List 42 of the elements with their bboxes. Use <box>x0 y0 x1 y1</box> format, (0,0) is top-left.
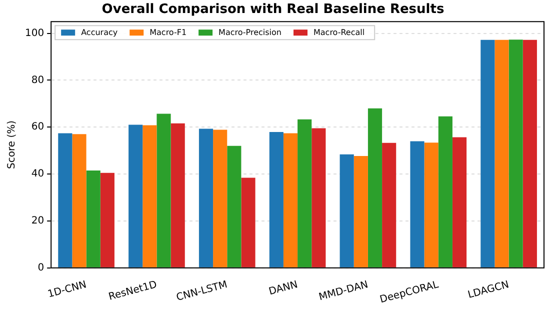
y-tick-label: 100 <box>24 28 44 39</box>
bar <box>312 128 326 268</box>
bar <box>58 133 72 268</box>
bar <box>424 142 438 268</box>
y-tick-label: 80 <box>31 74 44 86</box>
legend-label: Macro-Recall <box>313 28 365 38</box>
bar <box>340 154 354 268</box>
bar <box>452 137 467 268</box>
bar <box>269 132 284 268</box>
bar <box>156 114 171 268</box>
bar <box>213 130 228 268</box>
bar <box>368 108 382 268</box>
legend-label: Macro-F1 <box>150 28 187 38</box>
y-axis-title: Score (%) <box>6 120 18 169</box>
bar <box>480 40 495 268</box>
bar <box>170 123 185 268</box>
x-tick-label: DANN <box>268 279 299 298</box>
y-tick-label: 20 <box>31 216 44 227</box>
bar <box>241 178 256 268</box>
legend-label: Accuracy <box>81 28 118 38</box>
bar <box>494 40 509 268</box>
chart-title: Overall Comparison with Real Baseline Results <box>102 2 444 18</box>
y-tick-label: 0 <box>38 262 44 274</box>
bar <box>142 125 157 268</box>
bar <box>354 156 368 268</box>
y-tick-label: 60 <box>31 122 44 133</box>
bar <box>100 172 114 268</box>
y-tick-label: 40 <box>31 168 44 180</box>
bar <box>227 146 242 268</box>
bar <box>198 128 214 268</box>
legend-label: Macro-Precision <box>218 28 282 38</box>
bar <box>382 142 396 268</box>
bar <box>72 134 86 268</box>
bar <box>522 40 537 268</box>
bar <box>283 133 298 268</box>
bar <box>86 170 100 268</box>
bar <box>128 124 143 268</box>
bar <box>438 116 452 268</box>
bar <box>508 40 523 268</box>
bar <box>298 119 312 268</box>
x-tick-label: 1D-CNN <box>46 279 88 300</box>
bar <box>410 141 424 268</box>
